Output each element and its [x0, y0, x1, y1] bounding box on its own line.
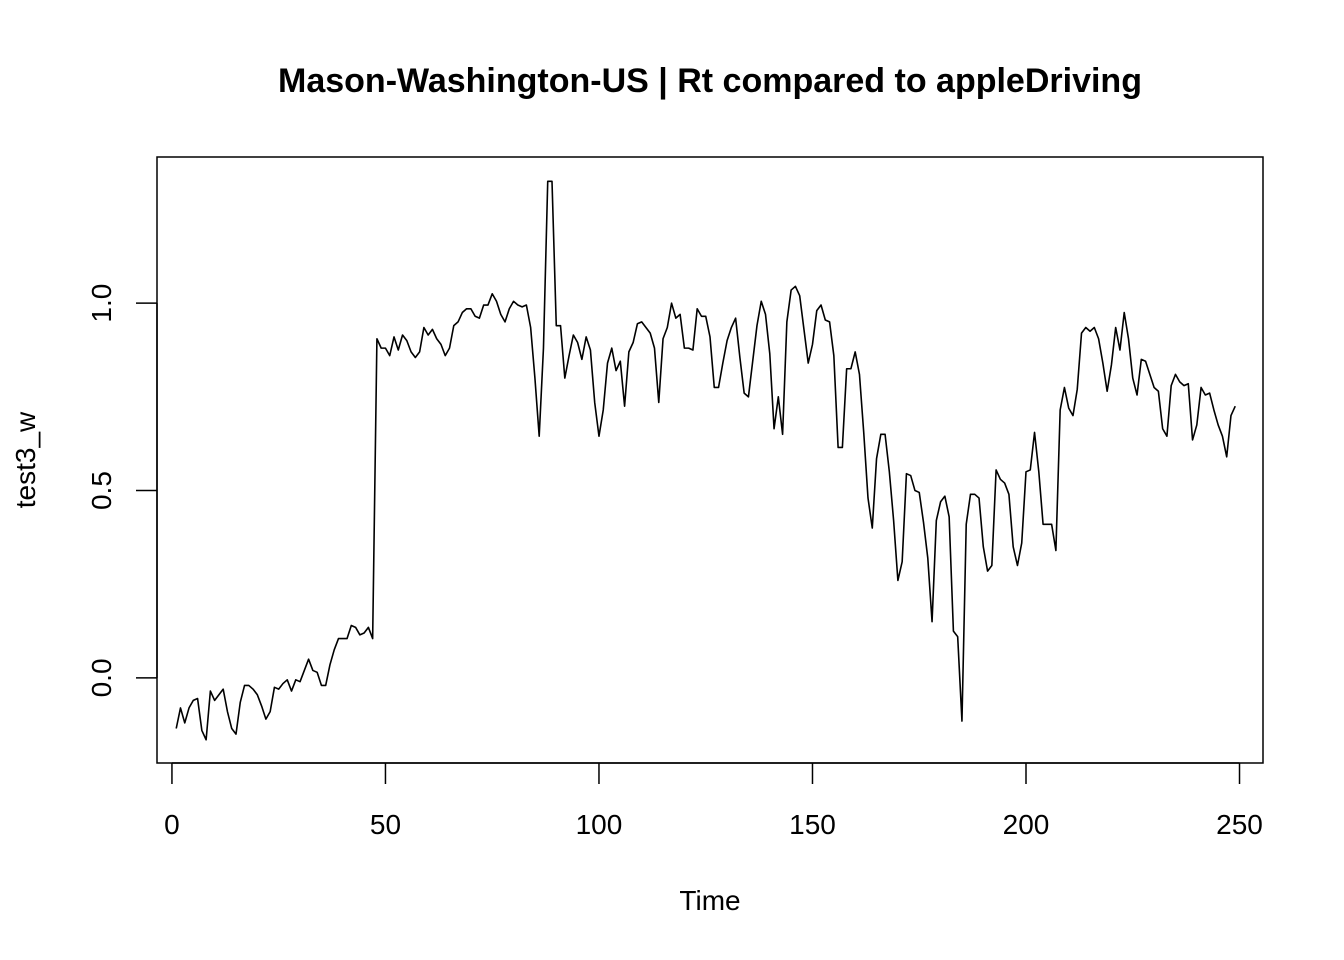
y-tick-label: 0.5: [86, 471, 117, 510]
y-tick-label: 1.0: [86, 284, 117, 323]
x-tick-label: 250: [1216, 809, 1263, 840]
plot-frame: [156, 156, 1264, 764]
series-line: [175, 180, 1236, 741]
y-axis: 0.0 0.5 1.0: [86, 284, 158, 697]
x-tick-label: 200: [1003, 809, 1050, 840]
x-axis: 0 50 100 150 200 250: [164, 762, 1263, 840]
y-tick-label: 0.0: [86, 658, 117, 697]
x-tick-label: 50: [370, 809, 401, 840]
x-tick-label: 100: [576, 809, 623, 840]
x-tick-label: 0: [164, 809, 180, 840]
x-axis-label: Time: [679, 885, 740, 916]
y-axis-label: test3_w: [10, 411, 41, 508]
x-tick-label: 150: [789, 809, 836, 840]
chart-title: Mason-Washington-US | Rt compared to app…: [278, 62, 1142, 100]
